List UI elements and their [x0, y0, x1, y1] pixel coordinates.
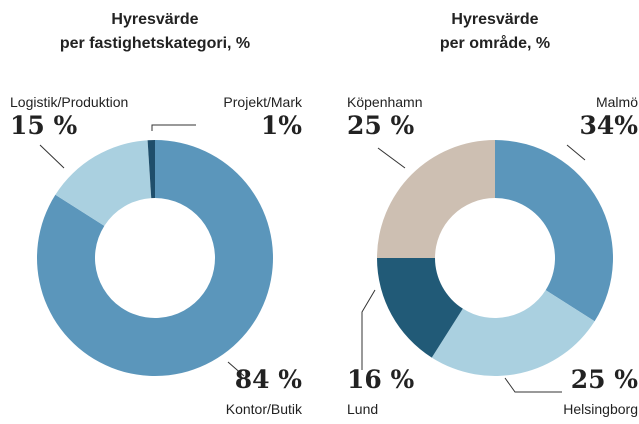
- donut-slice: [431, 290, 595, 377]
- donut-slice: [377, 140, 495, 258]
- value-label: 25 %: [571, 365, 638, 394]
- donut-slice: [147, 140, 155, 199]
- category-label: Projekt/Mark: [223, 94, 303, 110]
- donut-slice: [36, 140, 273, 376]
- category-label: Kontor/Butik: [226, 401, 303, 417]
- category-label: Köpenhamn: [347, 94, 423, 110]
- leader: [227, 361, 245, 377]
- donut-slice: [377, 258, 463, 358]
- value-label: 25 %: [347, 111, 414, 140]
- chart-subtitle: per fastighetskategori, %: [60, 35, 250, 52]
- category-label: Helsingborg: [563, 401, 638, 417]
- category-label: Logistik/Produktion: [10, 94, 128, 110]
- leader: [151, 124, 196, 131]
- category-label: Malmö: [596, 94, 638, 110]
- value-label: 16 %: [347, 365, 414, 394]
- value-label: 15 %: [10, 111, 77, 140]
- leader: [377, 147, 406, 169]
- leader: [566, 144, 586, 161]
- chart-subtitle: per område, %: [440, 34, 550, 52]
- leader: [39, 144, 65, 169]
- value-label: 1%: [261, 111, 302, 140]
- leader: [361, 289, 376, 370]
- donut-slice: [55, 140, 152, 226]
- chart-title: Hyresvärde: [111, 11, 198, 28]
- category-label: Lund: [347, 401, 378, 417]
- value-label: 84 %: [235, 365, 302, 394]
- value-label: 34%: [579, 111, 638, 140]
- chart-title: Hyresvärde: [451, 11, 538, 28]
- donut-slice: [495, 140, 614, 322]
- leader: [504, 377, 562, 393]
